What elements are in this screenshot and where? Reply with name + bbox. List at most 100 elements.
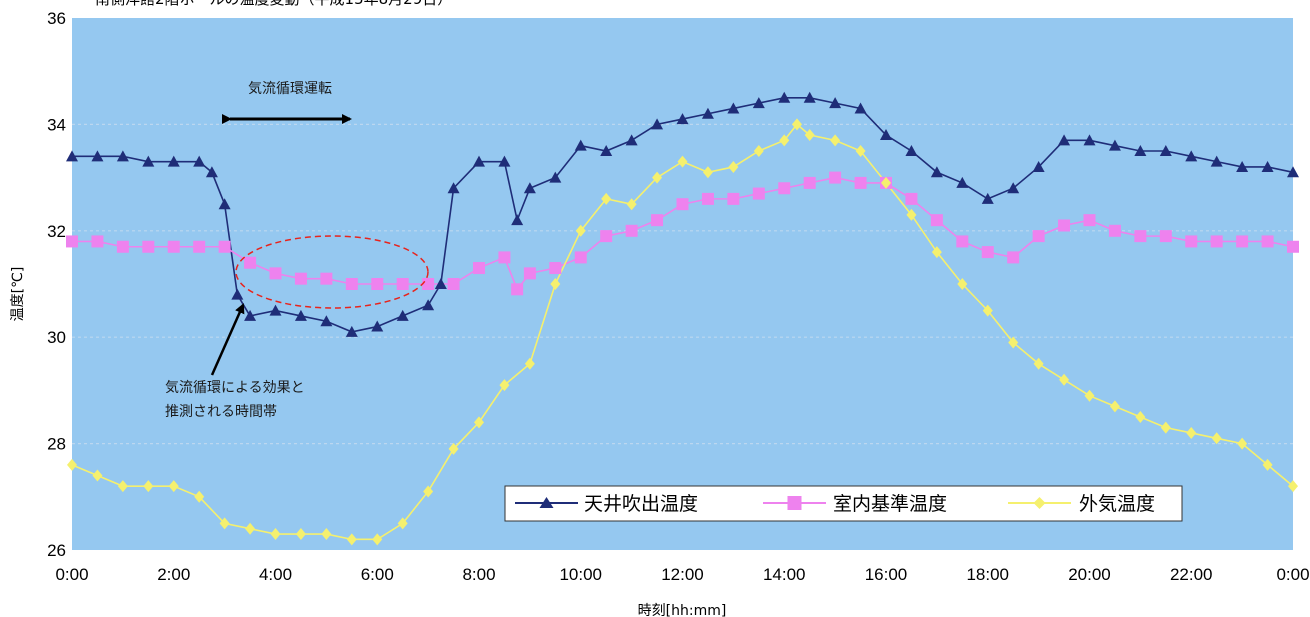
data-point-outdoor bbox=[245, 522, 256, 535]
data-point-room bbox=[244, 256, 257, 269]
data-point-outdoor bbox=[753, 145, 764, 157]
data-point-outdoor bbox=[1186, 426, 1197, 439]
data-point-ceiling bbox=[1261, 160, 1274, 172]
data-point-outdoor bbox=[270, 528, 281, 541]
data-point-outdoor bbox=[1288, 480, 1298, 493]
y-tick-label: 34 bbox=[47, 115, 66, 134]
data-point-room bbox=[701, 192, 714, 205]
data-point-ceiling bbox=[269, 304, 282, 316]
legend-marker-triangle bbox=[539, 497, 554, 508]
data-point-room bbox=[574, 251, 587, 264]
data-point-ceiling bbox=[345, 325, 358, 337]
x-tick-label: 10:00 bbox=[559, 565, 602, 584]
x-tick-label: 4:00 bbox=[259, 565, 292, 584]
data-point-outdoor bbox=[982, 304, 993, 317]
data-point-outdoor bbox=[702, 166, 713, 179]
data-point-outdoor bbox=[575, 224, 586, 237]
data-point-ceiling bbox=[511, 214, 524, 226]
data-point-ceiling bbox=[244, 309, 257, 321]
data-point-ceiling bbox=[930, 166, 943, 178]
data-point-ceiling bbox=[600, 145, 613, 156]
x-tick-label: 6:00 bbox=[361, 565, 394, 584]
data-point-room bbox=[676, 198, 689, 211]
x-tick-label: 2:00 bbox=[157, 565, 190, 584]
airflow-label: 気流循環運転 bbox=[248, 81, 332, 97]
data-point-room bbox=[829, 171, 842, 184]
data-point-outdoor bbox=[1109, 400, 1120, 413]
data-point-ceiling bbox=[66, 150, 78, 162]
data-point-room bbox=[396, 278, 409, 290]
data-point-room bbox=[1287, 240, 1299, 253]
x-tick-label: 14:00 bbox=[763, 565, 806, 584]
data-point-outdoor bbox=[499, 379, 510, 392]
data-point-outdoor bbox=[474, 416, 484, 429]
data-point-ceiling bbox=[193, 155, 206, 167]
y-tick-label: 26 bbox=[47, 541, 66, 560]
data-point-room bbox=[1210, 235, 1223, 248]
data-point-ceiling bbox=[91, 150, 104, 162]
data-point-outdoor bbox=[1237, 437, 1248, 450]
data-point-ceiling bbox=[396, 309, 409, 321]
data-point-room bbox=[930, 214, 943, 227]
data-point-outdoor bbox=[728, 160, 739, 173]
data-point-outdoor bbox=[804, 129, 815, 142]
data-point-outdoor bbox=[779, 134, 790, 147]
data-point-outdoor bbox=[168, 480, 179, 493]
legend-marker-diamond bbox=[1033, 497, 1046, 509]
data-point-ceiling bbox=[434, 278, 447, 289]
x-axis-title: 時刻[hh:mm] bbox=[638, 603, 727, 617]
data-point-room bbox=[66, 235, 78, 248]
data-point-outdoor bbox=[397, 517, 408, 530]
data-point-ceiling bbox=[880, 129, 892, 141]
data-point-room bbox=[727, 192, 740, 205]
y-tick-label: 30 bbox=[47, 328, 66, 347]
data-point-room bbox=[371, 278, 384, 290]
data-point-ceiling bbox=[981, 192, 994, 204]
data-point-room bbox=[473, 262, 485, 275]
data-point-room bbox=[294, 272, 307, 285]
data-point-room bbox=[803, 176, 816, 189]
data-point-room bbox=[320, 272, 333, 285]
data-point-ceiling bbox=[498, 155, 511, 167]
data-point-ceiling bbox=[549, 171, 562, 183]
data-point-ceiling bbox=[676, 113, 689, 125]
data-point-room bbox=[905, 192, 918, 205]
data-point-room bbox=[1108, 224, 1121, 237]
data-point-outdoor bbox=[957, 278, 968, 290]
data-point-outdoor bbox=[117, 480, 128, 493]
data-point-ceiling bbox=[651, 118, 664, 130]
data-point-ceiling bbox=[778, 91, 791, 103]
data-point-ceiling bbox=[447, 182, 460, 194]
note-line-1: 気流循環による効果と bbox=[165, 380, 305, 396]
note-pointer-arrow bbox=[210, 303, 245, 376]
data-point-room bbox=[752, 187, 765, 200]
data-point-outdoor bbox=[1160, 421, 1171, 434]
data-point-outdoor bbox=[677, 155, 688, 168]
data-point-ceiling bbox=[1083, 134, 1096, 146]
legend-item-ceiling: 天井吹出温度 bbox=[515, 493, 698, 515]
data-point-outdoor bbox=[194, 490, 205, 503]
data-point-room bbox=[422, 278, 435, 290]
x-tick-label: 12:00 bbox=[661, 565, 704, 584]
data-point-room bbox=[625, 224, 638, 237]
data-point-outdoor bbox=[906, 208, 917, 221]
x-tick-label: 20:00 bbox=[1068, 565, 1111, 584]
data-point-room bbox=[498, 251, 511, 264]
chart-title: 南側洋館2階ホールの温度変動（平成15年8月29日） bbox=[95, 0, 452, 8]
data-point-room bbox=[956, 235, 969, 248]
data-point-room bbox=[854, 176, 867, 189]
data-point-outdoor bbox=[1008, 336, 1019, 349]
data-point-room bbox=[1236, 235, 1249, 248]
data-point-ceiling bbox=[523, 182, 536, 194]
data-point-ceiling bbox=[752, 97, 765, 109]
y-tick-label: 32 bbox=[47, 222, 66, 241]
data-point-ceiling bbox=[803, 91, 816, 103]
data-point-outdoor bbox=[1033, 357, 1044, 370]
data-point-room bbox=[651, 214, 664, 227]
data-point-ceiling bbox=[294, 309, 307, 321]
plot-area bbox=[72, 18, 1293, 550]
data-point-outdoor bbox=[881, 176, 891, 189]
data-point-room bbox=[447, 278, 460, 290]
data-point-ceiling bbox=[1236, 160, 1249, 172]
